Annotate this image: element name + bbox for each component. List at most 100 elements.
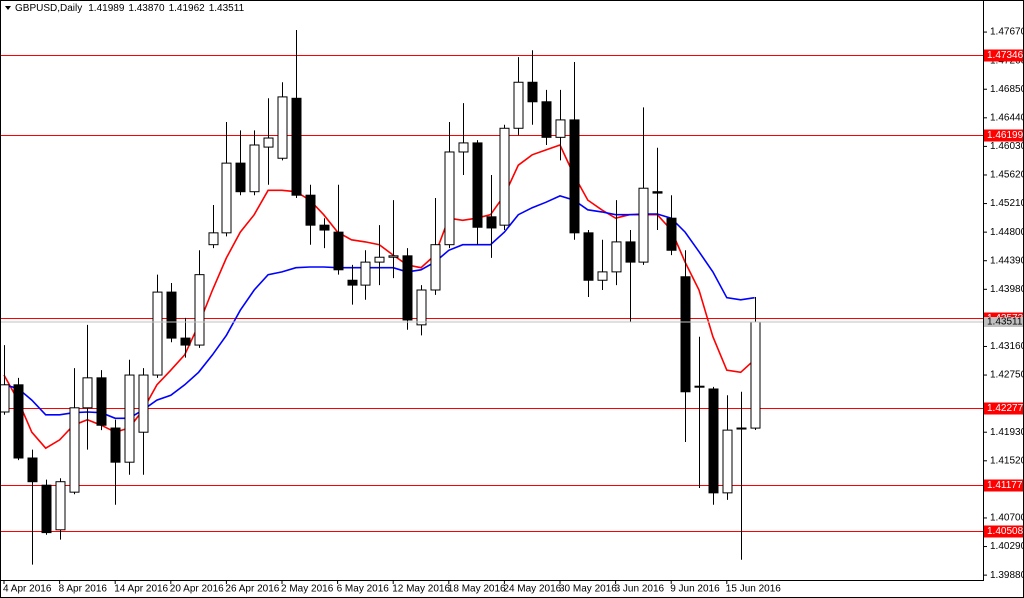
y-tick-label: 1.44800 — [990, 227, 1024, 238]
candle-body — [750, 321, 761, 429]
candle-body — [444, 151, 455, 246]
ohlc-label: 1.43870 — [128, 3, 165, 14]
candle-body — [208, 232, 219, 246]
y-tick-label: 1.45620 — [990, 170, 1024, 181]
candle-body — [194, 274, 205, 346]
candle-body — [625, 241, 636, 263]
y-tick-label: 1.42750 — [990, 370, 1024, 381]
x-tick-label: 14 Apr 2016 — [114, 584, 168, 595]
current-price-box — [984, 316, 1023, 327]
candle-body — [416, 289, 427, 326]
x-tick-label: 8 Apr 2016 — [59, 584, 108, 595]
candle-body — [291, 97, 302, 196]
candle-body — [55, 481, 66, 531]
candle-body — [458, 142, 469, 153]
candle-body — [333, 231, 344, 271]
x-tick-label: 4 Apr 2016 — [3, 584, 52, 595]
candle-body — [41, 484, 52, 534]
y-tick-label: 1.43980 — [990, 284, 1024, 295]
candle-body — [360, 261, 371, 286]
candle-body — [138, 374, 149, 433]
level-label-box — [984, 129, 1023, 142]
y-tick-label: 1.46850 — [990, 84, 1024, 95]
level-label-box — [984, 402, 1023, 415]
axis-layer: 1.476701.472601.468501.464401.460301.456… — [0, 27, 1024, 595]
candle-body — [388, 255, 399, 258]
x-tick-label: 15 Jun 2016 — [726, 584, 781, 595]
y-tick-label: 1.43160 — [990, 341, 1024, 352]
x-tick-label: 12 May 2016 — [392, 584, 450, 595]
candle-body — [27, 457, 38, 483]
candle-body — [722, 429, 733, 494]
candle-body — [472, 142, 483, 228]
x-tick-label: 18 May 2016 — [448, 584, 506, 595]
y-tick-label: 1.46030 — [990, 141, 1024, 152]
title-arrow — [5, 6, 11, 10]
candle-body — [124, 374, 135, 463]
candle-body — [708, 388, 719, 494]
x-tick-label: 3 Jun 2016 — [615, 584, 665, 595]
y-tick-label: 1.39880 — [990, 570, 1024, 581]
candle-body — [13, 384, 24, 459]
candle-body — [69, 407, 80, 493]
candle-body — [110, 427, 121, 463]
candle-body — [277, 96, 288, 159]
candle-body — [652, 191, 663, 194]
y-tick-label: 1.41520 — [990, 455, 1024, 466]
candle-body — [221, 162, 232, 234]
candle-body — [569, 119, 580, 234]
x-tick-label: 2 May 2016 — [281, 584, 334, 595]
candle-body — [486, 216, 497, 229]
y-tick-label: 1.40290 — [990, 541, 1024, 552]
y-tick-label: 1.45210 — [990, 198, 1024, 209]
chart-title: GBPUSD,Daily 1.41989 1.43870 1.41962 1.43511 — [15, 3, 245, 14]
x-tick-label: 30 May 2016 — [559, 584, 617, 595]
level-label-box — [984, 525, 1023, 538]
x-tick-label: 20 Apr 2016 — [170, 584, 224, 595]
candle-body — [305, 194, 316, 226]
y-tick-label: 1.44390 — [990, 255, 1024, 266]
candle-body — [0, 384, 10, 413]
x-tick-label: 24 May 2016 — [503, 584, 561, 595]
candle-body — [597, 271, 608, 281]
candle-body — [513, 81, 524, 129]
candle-body — [527, 81, 538, 103]
level-label: 1.41177 — [987, 480, 1023, 491]
level-label: 1.42277 — [987, 403, 1024, 414]
candle-body — [180, 337, 191, 346]
candle-body — [541, 101, 552, 138]
candle-body — [666, 217, 677, 251]
candle-body — [82, 377, 93, 409]
candle-body — [499, 127, 510, 226]
ohlc-label: 1.41962 — [169, 3, 206, 14]
y-tick-label: 1.47670 — [990, 27, 1024, 38]
x-tick-label: 26 Apr 2016 — [225, 584, 279, 595]
current-price-label: 1.43511 — [987, 317, 1023, 328]
candle-body — [638, 187, 649, 263]
candle-body — [680, 276, 691, 393]
candle-body — [374, 256, 385, 263]
candle-body — [249, 144, 260, 193]
y-tick-label: 1.41930 — [990, 427, 1024, 438]
candle-body — [152, 291, 163, 376]
candle-body — [583, 232, 594, 281]
candle-body — [611, 241, 622, 273]
candle-body — [347, 279, 358, 286]
symbol: GBPUSD,Daily — [15, 3, 82, 14]
ohlc-label: 1.41989 — [88, 3, 125, 14]
candle-body — [736, 427, 747, 430]
candle-body — [430, 244, 441, 291]
level-layer — [0, 55, 983, 532]
x-tick-label: 9 Jun 2016 — [670, 584, 720, 595]
candle-body — [96, 377, 107, 426]
candle-body — [235, 162, 246, 193]
candle-body — [402, 255, 413, 321]
level-label-box — [984, 479, 1023, 492]
level-label: 1.40508 — [987, 526, 1024, 537]
candle-body — [263, 137, 274, 148]
level-label: 1.47346 — [987, 50, 1024, 61]
level-label-box — [984, 49, 1023, 62]
ohlc-label: 1.43511 — [209, 3, 245, 14]
candle-body — [555, 119, 566, 138]
candle-layer — [0, 29, 761, 565]
